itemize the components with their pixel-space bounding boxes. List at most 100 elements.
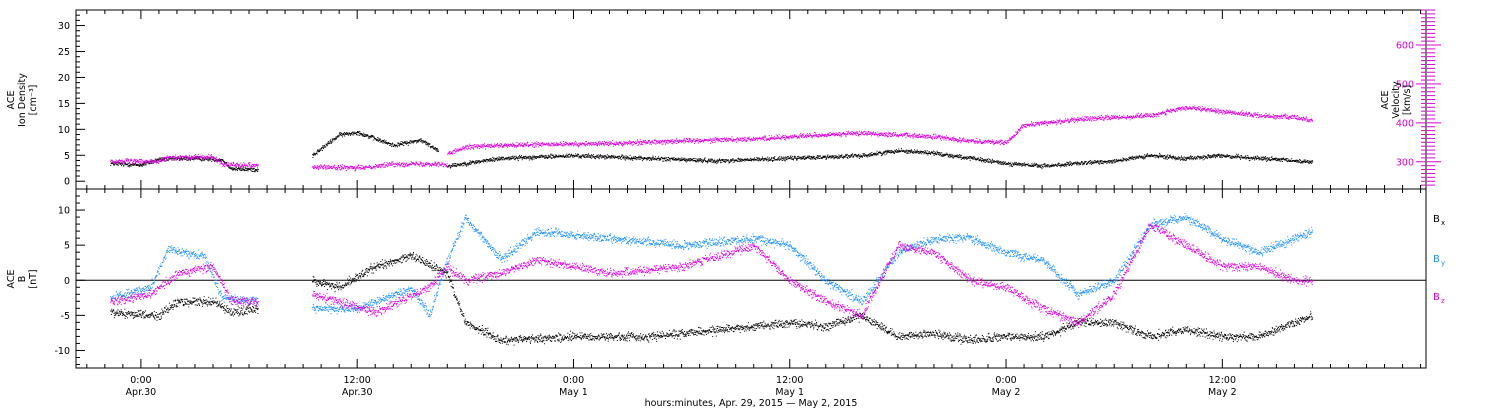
ion-density-series-point [756,159,757,160]
velocity-series-point [391,165,392,166]
ion-density-series-point [692,159,693,160]
ion-density-series-point [728,161,729,162]
velocity-series-point [522,143,523,144]
ion-density-series-point [1040,165,1041,166]
ion-density-series-point [1067,164,1068,165]
ion-density-series-point [1164,158,1165,159]
ion-density-series-point [961,155,962,156]
ion-density-series-point [1123,159,1124,160]
ion-density-series-point [1217,156,1218,157]
ion-density-series-point [684,158,685,159]
ion-density-series-point [514,159,515,160]
ion-density-series-point [1238,156,1239,157]
velocity-series-point [562,146,563,147]
ion-density-series-point [511,156,512,157]
velocity-series-point [324,165,325,166]
ion-density-series-point [354,132,355,133]
ion-density-series-point [1210,157,1211,158]
ion-density-series-point [782,160,783,161]
ion-density-series-point [639,156,640,157]
ion-density-series-point [972,158,973,159]
ion-density-series-point [1126,160,1127,161]
velocity-series-point [389,164,390,165]
ion-density-series-point [566,155,567,156]
ion-density-series-point [409,142,410,143]
velocity-series-point [176,160,177,161]
ion-density-series-point [392,143,393,144]
velocity-series-point [146,160,147,161]
velocity-series-point [471,145,472,146]
ion-density-series-point [864,156,865,157]
velocity-series-point [179,159,180,160]
ion-density-series-point [247,168,248,169]
ion-density-series-point [1291,158,1292,159]
ion-density-series-point [940,153,941,154]
ion-density-series-point [501,157,502,158]
ion-density-series-point [952,156,953,157]
ion-density-series-point [577,155,578,156]
ion-density-series-point [428,146,429,147]
ion-density-series-point [931,153,932,154]
ion-density-series-point [358,135,359,136]
ion-density-series-point [1122,161,1123,162]
ion-density-series-point [910,151,911,152]
ion-density-series-point [312,157,313,158]
ion-density-series-point [455,163,456,164]
velocity-series-point [231,165,232,166]
ion-density-series-point [489,160,490,161]
ion-density-series-point [884,154,885,155]
ion-density-series-point [719,158,720,159]
velocity-series-point [326,168,327,169]
ion-density-series-point [570,156,571,157]
velocity-axis-label: Velocity [1391,81,1402,119]
ion-density-series-point [693,158,694,159]
ion-density-series-point [1234,157,1235,158]
ion-density-series-point [625,160,626,161]
ion-density-series-point [694,158,695,159]
ion-density-series-point [436,148,437,149]
velocity-series-point [585,145,586,146]
ion-density-series-point [779,157,780,158]
ion-density-series-point [467,163,468,164]
ion-density-series-point [476,163,477,164]
ion-density-series-point [378,141,379,142]
velocity-series-point [595,144,596,145]
ion-density-series-point [973,159,974,160]
velocity-series-point [518,146,519,147]
ion-density-series-point [1181,157,1182,158]
velocity-series-point [561,143,562,144]
ion-density-series-point [207,158,208,159]
ion-density-series-point [469,164,470,165]
ion-density-series-point [655,156,656,157]
ion-density-series-point [725,160,726,161]
ion-density-series-point [567,157,568,158]
density-tick-label: 25 [58,47,70,58]
ion-density-series-point [222,159,223,160]
ion-density-series-point [909,150,910,151]
velocity-series-point [218,159,219,160]
ion-density-series-point [1047,166,1048,167]
velocity-series-point [468,147,469,148]
ion-density-series-point [242,170,243,171]
ion-density-series-point [746,159,747,160]
ion-density-series-point [141,164,142,165]
velocity-series-point [112,160,113,161]
velocity-series-point [203,159,204,160]
ion-density-series-point [1200,156,1201,157]
ion-density-series-point [972,157,973,158]
ion-density-series-point [1257,156,1258,157]
velocity-series-point [383,164,384,165]
ion-density-series-point [1144,158,1145,159]
ion-density-series-point [632,160,633,161]
velocity-series-point [327,165,328,166]
ion-density-series-point [566,154,567,155]
ion-density-series-point [338,136,339,137]
velocity-series-point [363,168,364,169]
ion-density-series-point [1155,157,1156,158]
ion-density-series-point [532,157,533,158]
ion-density-series-point [1135,156,1136,157]
velocity-series-point [359,167,360,168]
ion-density-series-point [1066,164,1067,165]
ion-density-series-point [1103,163,1104,164]
ion-density-series-point [512,156,513,157]
